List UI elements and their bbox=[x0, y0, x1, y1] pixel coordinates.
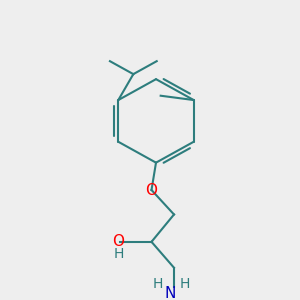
Text: H: H bbox=[179, 277, 190, 291]
Text: N: N bbox=[165, 286, 176, 300]
Text: O: O bbox=[112, 234, 124, 249]
Text: O: O bbox=[146, 182, 158, 197]
Text: H: H bbox=[113, 247, 124, 261]
Text: H: H bbox=[152, 277, 163, 291]
